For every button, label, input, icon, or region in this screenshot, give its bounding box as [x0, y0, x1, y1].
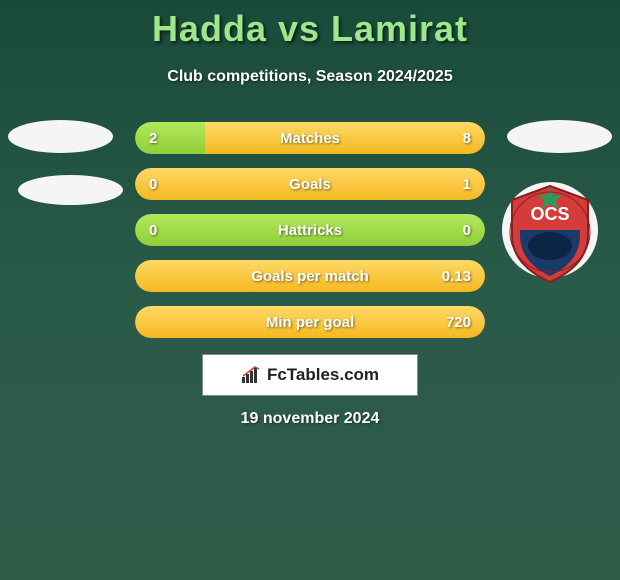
- club-badge-right: OCS: [500, 180, 600, 288]
- stat-row-goals: 0 Goals 1: [135, 168, 485, 200]
- stat-row-goals-per-match: Goals per match 0.13: [135, 260, 485, 292]
- stat-bar-left: [135, 122, 205, 154]
- fctables-logo[interactable]: FcTables.com: [202, 354, 418, 396]
- stat-right-value: 0.13: [442, 268, 471, 285]
- date-label: 19 november 2024: [241, 410, 380, 428]
- stat-left-value: 0: [149, 176, 157, 193]
- chart-icon: [241, 366, 263, 384]
- stat-label: Hattricks: [278, 222, 342, 239]
- player-left-avatar-1: [8, 120, 113, 153]
- player-right-avatar-1: [507, 120, 612, 153]
- stat-right-value: 0: [463, 222, 471, 239]
- stat-label: Goals: [289, 176, 331, 193]
- subtitle: Club competitions, Season 2024/2025: [0, 68, 620, 86]
- stat-bar-right: [205, 122, 485, 154]
- logo-label: FcTables.com: [267, 365, 379, 385]
- stat-label: Goals per match: [251, 268, 369, 285]
- stat-right-value: 720: [446, 314, 471, 331]
- player-left-avatar-2: [18, 175, 123, 205]
- stat-row-hattricks: 0 Hattricks 0: [135, 214, 485, 246]
- stat-label: Min per goal: [266, 314, 354, 331]
- fctables-logo-text: FcTables.com: [241, 365, 379, 385]
- stat-label: Matches: [280, 130, 340, 147]
- svg-text:OCS: OCS: [530, 204, 569, 224]
- stat-row-min-per-goal: Min per goal 720: [135, 306, 485, 338]
- stats-container: 2 Matches 8 0 Goals 1 0 Hattricks 0 Goal…: [135, 122, 485, 352]
- stat-row-matches: 2 Matches 8: [135, 122, 485, 154]
- stat-right-value: 1: [463, 176, 471, 193]
- page-title: Hadda vs Lamirat: [0, 0, 620, 50]
- stat-left-value: 0: [149, 222, 157, 239]
- stat-right-value: 8: [463, 130, 471, 147]
- stat-left-value: 2: [149, 130, 157, 147]
